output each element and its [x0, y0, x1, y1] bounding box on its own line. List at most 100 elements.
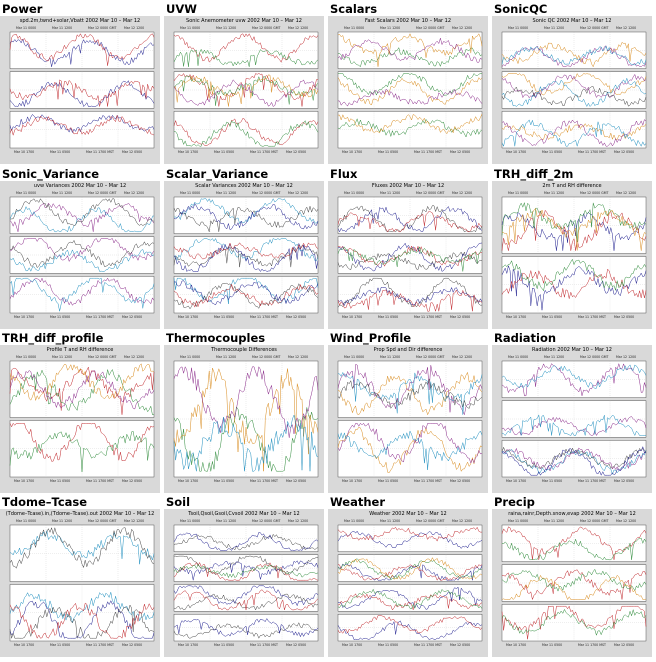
top-axis-label: Mar 11 0000: [344, 26, 364, 30]
series-trace: [337, 558, 483, 581]
plot-thumbnail[interactable]: (Tdome–Tcase).in,(Tdome–Tcase).out 2002 …: [0, 509, 160, 657]
thumbnail-title-link[interactable]: Radiation: [494, 331, 557, 345]
plot-thumbnail[interactable]: Profile T and RH difference Mar 11 0000 Ma…: [0, 345, 160, 493]
series-trace: [9, 604, 155, 639]
thumbnail-title-link[interactable]: Wind_Profile: [330, 331, 412, 345]
bottom-axis-label: Mar 11 1700 MST: [86, 479, 114, 483]
series-trace: [337, 371, 483, 415]
thumbnail-title-link[interactable]: Tdome–Tcase: [2, 495, 88, 509]
series-trace: [501, 119, 647, 148]
series-trace: [173, 589, 319, 611]
bottom-axis-label: Mar 10 1700: [342, 479, 362, 483]
series-trace: [337, 371, 483, 416]
series-trace: [9, 114, 155, 137]
bottom-axis-label: Mar 12 0500: [286, 643, 306, 647]
bottom-axis-label: Mar 11 1700 MST: [414, 315, 442, 319]
thumbnail-title-link[interactable]: Precip: [494, 495, 535, 509]
top-axis-label: Mar 11 1200: [216, 26, 236, 30]
bottom-axis-label: Mar 11 1700 MST: [414, 150, 442, 154]
top-axis-label: Mar 12 1200: [288, 355, 308, 359]
thumbnail-title-link[interactable]: TRH_diff_profile: [2, 331, 104, 345]
top-axis-label: Mar 11 1200: [216, 191, 236, 195]
bottom-axis-label: Mar 11 1700 MST: [414, 479, 442, 483]
thumbnail-title-link[interactable]: Soil: [166, 495, 191, 509]
top-axis-label: Mar 12 1200: [616, 191, 636, 195]
thumbnail-title-link[interactable]: TRH_diff_2m: [494, 167, 574, 181]
plot-thumbnail[interactable]: Sonic QC 2002 Mar 10 – Mar 12 Mar 11 0000…: [492, 16, 652, 164]
thumbnail-title-link[interactable]: Scalar_Variance: [166, 167, 269, 181]
series-trace: [501, 568, 647, 592]
plot-thumbnail[interactable]: 2m T and RH difference Mar 11 0000 Mar 11 …: [492, 181, 652, 329]
top-axis-label: Mar 12 1200: [616, 355, 636, 359]
plot-thumbnail[interactable]: uvw Variances 2002 Mar 10 – Mar 12 Mar 11…: [0, 181, 160, 329]
series-trace: [173, 533, 319, 551]
series-trace: [9, 422, 155, 462]
series-trace: [337, 33, 483, 67]
thumbnail-title-link[interactable]: Sonic_Variance: [2, 167, 100, 181]
bottom-axis-label: Mar 12 0500: [122, 479, 142, 483]
plot-thumbnail[interactable]: Weather 2002 Mar 10 – Mar 12 Mar 11 0000 M…: [328, 509, 488, 657]
top-axis-label: Mar 12 0000 GMT: [580, 355, 608, 359]
series-trace: [9, 249, 155, 272]
series-trace: [337, 530, 483, 549]
thumbnail-title-link[interactable]: SonicQC: [494, 2, 548, 16]
thumbnail-title-link[interactable]: Scalars: [330, 2, 378, 16]
plot-thumbnail[interactable]: Tsoil,Qsoil,Gsoil,Cvsoil 2002 Mar 10 – M…: [164, 509, 324, 657]
thumbnail-title-link[interactable]: UVW: [166, 2, 197, 16]
bottom-axis-label: Mar 11 1700 MST: [250, 643, 278, 647]
series-trace: [337, 205, 483, 233]
series-trace: [501, 446, 647, 469]
series-trace: [501, 42, 647, 68]
series-trace: [337, 526, 482, 542]
top-axis-label: Mar 11 1200: [380, 26, 400, 30]
top-axis-label: Mar 11 1200: [544, 191, 564, 195]
series-trace: [337, 289, 483, 313]
series-trace: [501, 569, 647, 601]
series-trace: [337, 426, 483, 473]
series-trace: [501, 201, 647, 242]
bottom-axis-label: Mar 11 0500: [378, 479, 398, 483]
series-trace: [501, 45, 647, 66]
series-trace: [501, 526, 647, 560]
series-trace: [501, 362, 647, 397]
plot-thumbnail[interactable]: Fast Scalars 2002 Mar 10 – Mar 12 Mar 11 …: [328, 16, 488, 164]
plot-thumbnail[interactable]: Radiation 2002 Mar 10 – Mar 12 Mar 11 000…: [492, 345, 652, 493]
series-trace: [9, 80, 155, 108]
plot-image: Weather 2002 Mar 10 – Mar 12 Mar 11 0000 M…: [337, 511, 483, 647]
series-trace: [173, 203, 319, 230]
thumbnail-title-link[interactable]: Thermocouples: [166, 331, 266, 345]
series-trace: [173, 532, 319, 551]
top-axis-label: Mar 11 1200: [216, 355, 236, 359]
plot-thumbnail[interactable]: Fluxes 2002 Mar 10 – Mar 12 Mar 11 0000 Ma…: [328, 181, 488, 329]
series-trace: [9, 238, 155, 263]
top-axis-label: Mar 12 0000 GMT: [88, 355, 116, 359]
bottom-axis-label: Mar 12 0500: [614, 643, 634, 647]
top-axis-label: Mar 12 1200: [452, 26, 472, 30]
series-trace: [501, 574, 647, 601]
plot-image: Prop Spd and Dir difference Mar 11 0000 Ma…: [337, 347, 483, 483]
top-axis-label: Mar 12 1200: [288, 191, 308, 195]
series-trace: [337, 430, 483, 470]
plot-thumbnail[interactable]: Prop Spd and Dir difference Mar 11 0000 Ma…: [328, 345, 488, 493]
plot-thumbnail[interactable]: raina,rainr,Depth.snow,evap 2002 Mar 10 …: [492, 509, 652, 657]
series-trace: [173, 367, 319, 472]
plot-thumbnail[interactable]: Scalar Variances 2002 Mar 10 – Mar 12 Mar…: [164, 181, 324, 329]
thumbnail-title-link[interactable]: Power: [2, 2, 43, 16]
series-trace: [337, 557, 483, 581]
series-trace: [501, 72, 647, 96]
series-trace: [501, 258, 647, 292]
plot-thumbnail[interactable]: spd.2m,twnd+solar,Vbatt 2002 Mar 10 – Ma…: [0, 16, 160, 164]
bottom-axis-label: Mar 12 0500: [450, 479, 470, 483]
thumbnail-title-link[interactable]: Flux: [330, 167, 358, 181]
series-trace: [9, 602, 155, 639]
top-axis-label: Mar 11 0000: [16, 355, 36, 359]
series-trace: [173, 560, 319, 581]
plot-image: (Tdome–Tcase).in,(Tdome–Tcase).out 2002 …: [6, 511, 155, 647]
top-axis-label: Mar 12 0000 GMT: [88, 191, 116, 195]
plot-thumbnail[interactable]: Thermocouple Differences Mar 11 0000 Mar 1…: [164, 345, 324, 493]
bottom-axis-label: Mar 12 0500: [122, 315, 142, 319]
plot-thumbnail[interactable]: Sonic Anemometer uvw 2002 Mar 10 – Mar 1…: [164, 16, 324, 164]
top-axis-label: Mar 12 0000 GMT: [88, 26, 116, 30]
series-trace: [173, 617, 319, 638]
thumbnail-title-link[interactable]: Weather: [330, 495, 385, 509]
